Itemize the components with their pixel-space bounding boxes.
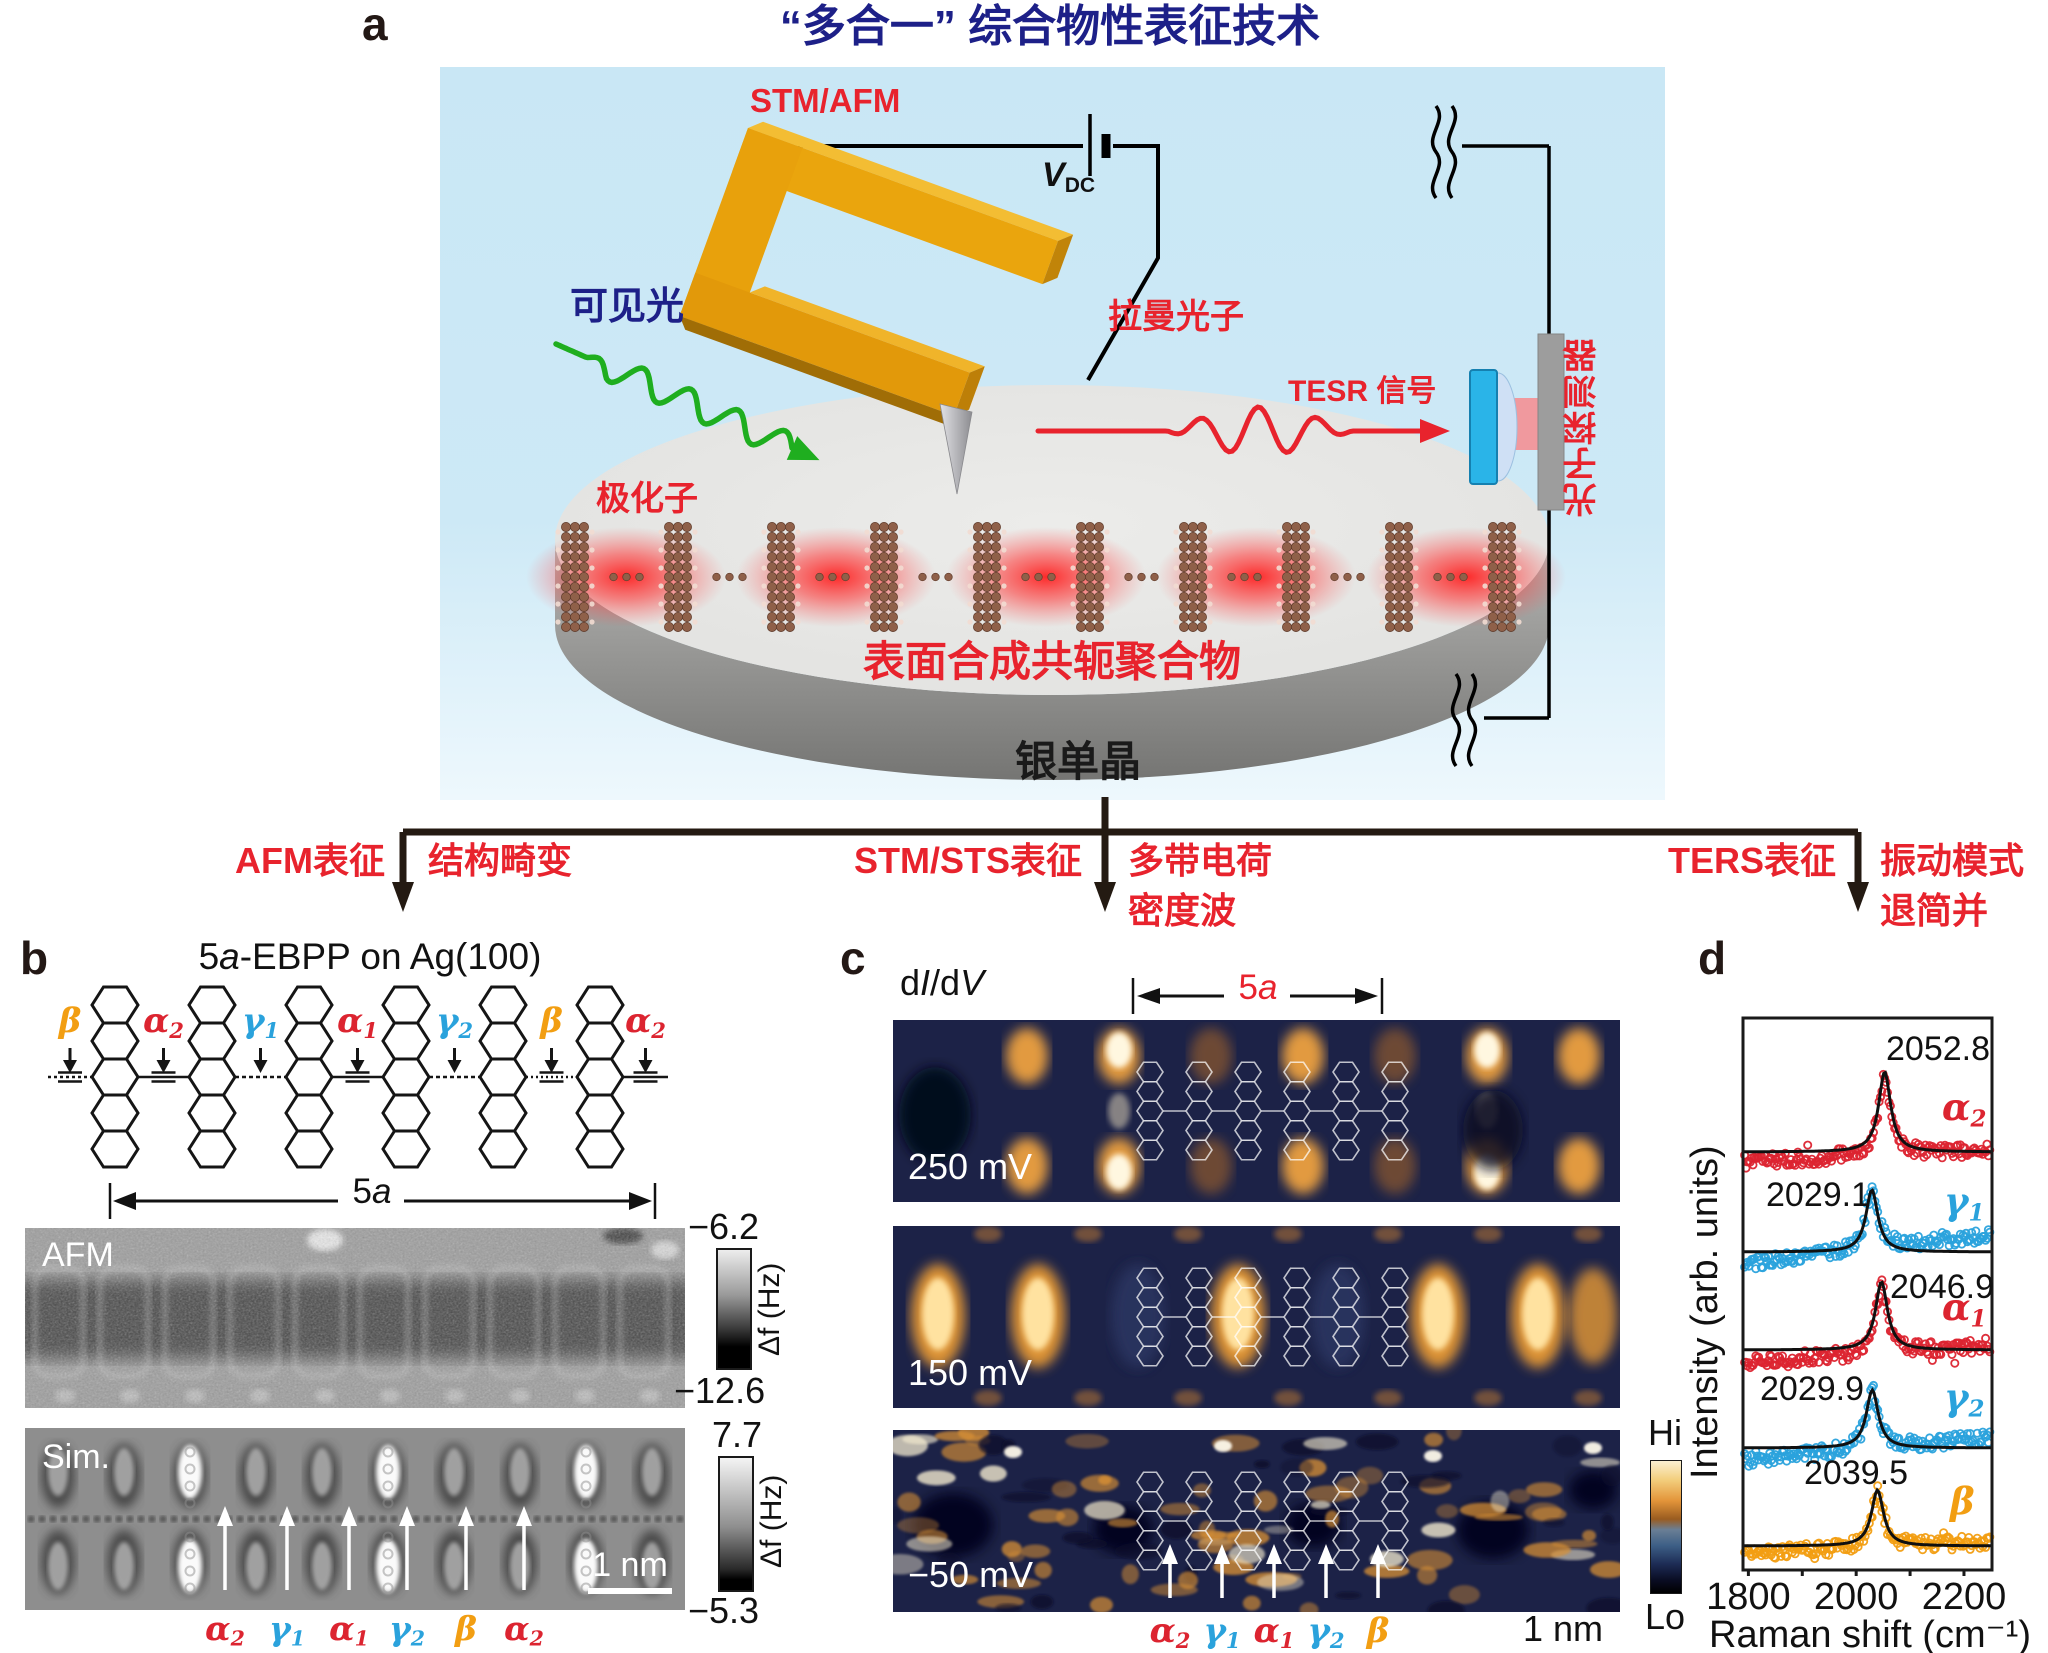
panel-b-5a-label: 5a [352, 1172, 392, 1211]
bias-label-150mv: 150 mV [908, 1352, 1033, 1393]
label-β: β [58, 1001, 82, 1041]
panel-a-label: a [362, 0, 388, 50]
sim-image-label: Sim. [42, 1438, 110, 1476]
series-label-β: β [1950, 1479, 1975, 1523]
stm-afm-label: STM/AFM [750, 82, 901, 119]
label-α1: α1 [1253, 1611, 1295, 1653]
tuning-fork-sensor [679, 121, 1074, 430]
series-label-α1: α1 [1942, 1285, 1987, 1333]
y-axis-label: Intensity (arb. units) [1684, 1145, 1726, 1479]
sim-scale-min: −5.3 [688, 1590, 760, 1631]
sim-scale-max: 7.7 [712, 1414, 763, 1455]
label-γ2: γ2 [388, 1609, 426, 1651]
silver-crystal-label: 银单晶 [1014, 738, 1141, 785]
peak-value-2052.8: 2052.8 [1886, 1030, 1990, 1068]
peak-value-2039.5: 2039.5 [1804, 1454, 1908, 1492]
tesr-signal-label: TESR 信号 [1288, 375, 1437, 408]
label-α1: α1 [337, 1001, 378, 1043]
panel-c-scalebar [1520, 1598, 1606, 1605]
ters-result-line1: 振动模式 [1880, 840, 2025, 881]
x-tick-2200: 2200 [1921, 1576, 2007, 1618]
label-α2: α2 [1149, 1611, 1191, 1653]
panel-c-label: c [840, 932, 866, 984]
label-γ2: γ2 [1307, 1611, 1345, 1653]
stm-technique-label: STM/STS表征 [853, 840, 1082, 881]
sim-scalebar-label: 1 nm [592, 1546, 668, 1584]
label-α2: α2 [625, 1001, 666, 1043]
sim-colorbar [718, 1456, 754, 1592]
panel-d-label: d [1698, 932, 1727, 984]
afm-colorbar [716, 1248, 752, 1370]
label-β: β [1366, 1611, 1390, 1651]
silver-crystal-disc [555, 385, 1549, 780]
afm-result-label: 结构畸变 [428, 840, 573, 881]
ters-result-line2: 退简并 [1880, 890, 1989, 931]
label-α2: α2 [205, 1609, 245, 1651]
polaron-label: 极化子 [596, 480, 698, 518]
polymer-chain-graphic [526, 522, 1566, 632]
sim-colorbar-unit: Δf (Hz) [755, 1474, 788, 1568]
label-β: β [540, 1001, 563, 1041]
label-α1: α1 [329, 1609, 369, 1651]
label-γ1: γ1 [268, 1609, 306, 1651]
panel-c-5a-label: 5a [1238, 968, 1278, 1007]
afm-image-label: AFM [42, 1236, 114, 1274]
afm-scale-max: −6.2 [688, 1206, 760, 1247]
x-axis-label: Raman shift (cm⁻¹) [1709, 1614, 2031, 1653]
peak-value-2046.9: 2046.9 [1890, 1268, 1994, 1306]
label-γ1: γ1 [241, 1001, 280, 1043]
didv-colorbar-lo: Lo [1644, 1596, 1686, 1637]
series-label-γ2: γ2 [1944, 1375, 1985, 1423]
x-tick-1800: 1800 [1706, 1576, 1791, 1618]
afm-technique-label: AFM表征 [235, 840, 385, 881]
bias-label-250mv: 250 mV [908, 1146, 1033, 1187]
label-α2: α2 [143, 1001, 184, 1043]
didv-colorbar [1650, 1460, 1682, 1594]
photon-detector-label: 光子探测器 [1564, 337, 1602, 517]
peak-value-2029.9: 2029.9 [1760, 1370, 1864, 1408]
x-tick-2000: 2000 [1813, 1576, 1899, 1618]
afm-colorbar-unit: Δf (Hz) [753, 1262, 786, 1356]
label-γ1: γ1 [1203, 1611, 1241, 1653]
series-label-γ1: γ1 [1944, 1179, 1985, 1227]
photon-detector-graphic [1430, 104, 1565, 768]
afm-image [25, 1228, 685, 1408]
panel-c-scalebar-label: 1 nm [1522, 1608, 1604, 1649]
panel-b-title: 5a-EBPP on Ag(100) [198, 936, 542, 977]
peak-value-2029.1: 2029.1 [1766, 1176, 1870, 1214]
figure-title: “多合一” 综合物性表征技术 [779, 2, 1321, 51]
stm-tip [939, 403, 973, 495]
didv-label: dI/dV [900, 962, 985, 1003]
label-α2: α2 [504, 1609, 544, 1651]
vdc-label: VDC [1042, 156, 1096, 197]
label-β: β [455, 1609, 477, 1648]
bias-circuit [798, 114, 1160, 381]
stm-result-line1: 多带电荷 [1128, 840, 1273, 881]
label-γ2: γ2 [435, 1001, 474, 1043]
stm-result-line2: 密度波 [1128, 890, 1237, 931]
raman-photon-label: 拉曼光子 [1108, 298, 1244, 336]
visible-light-label: 可见光 [570, 286, 685, 328]
polymer-label: 表面合成共轭聚合物 [862, 638, 1241, 685]
ters-technique-label: TERS表征 [1667, 840, 1836, 881]
afm-scale-min: −12.6 [674, 1370, 766, 1411]
panel-b-label: b [20, 932, 49, 984]
series-label-α2: α2 [1942, 1085, 1987, 1133]
bias-label-neg50mv: −50 mV [908, 1554, 1034, 1595]
didv-colorbar-hi: Hi [1648, 1412, 1682, 1453]
